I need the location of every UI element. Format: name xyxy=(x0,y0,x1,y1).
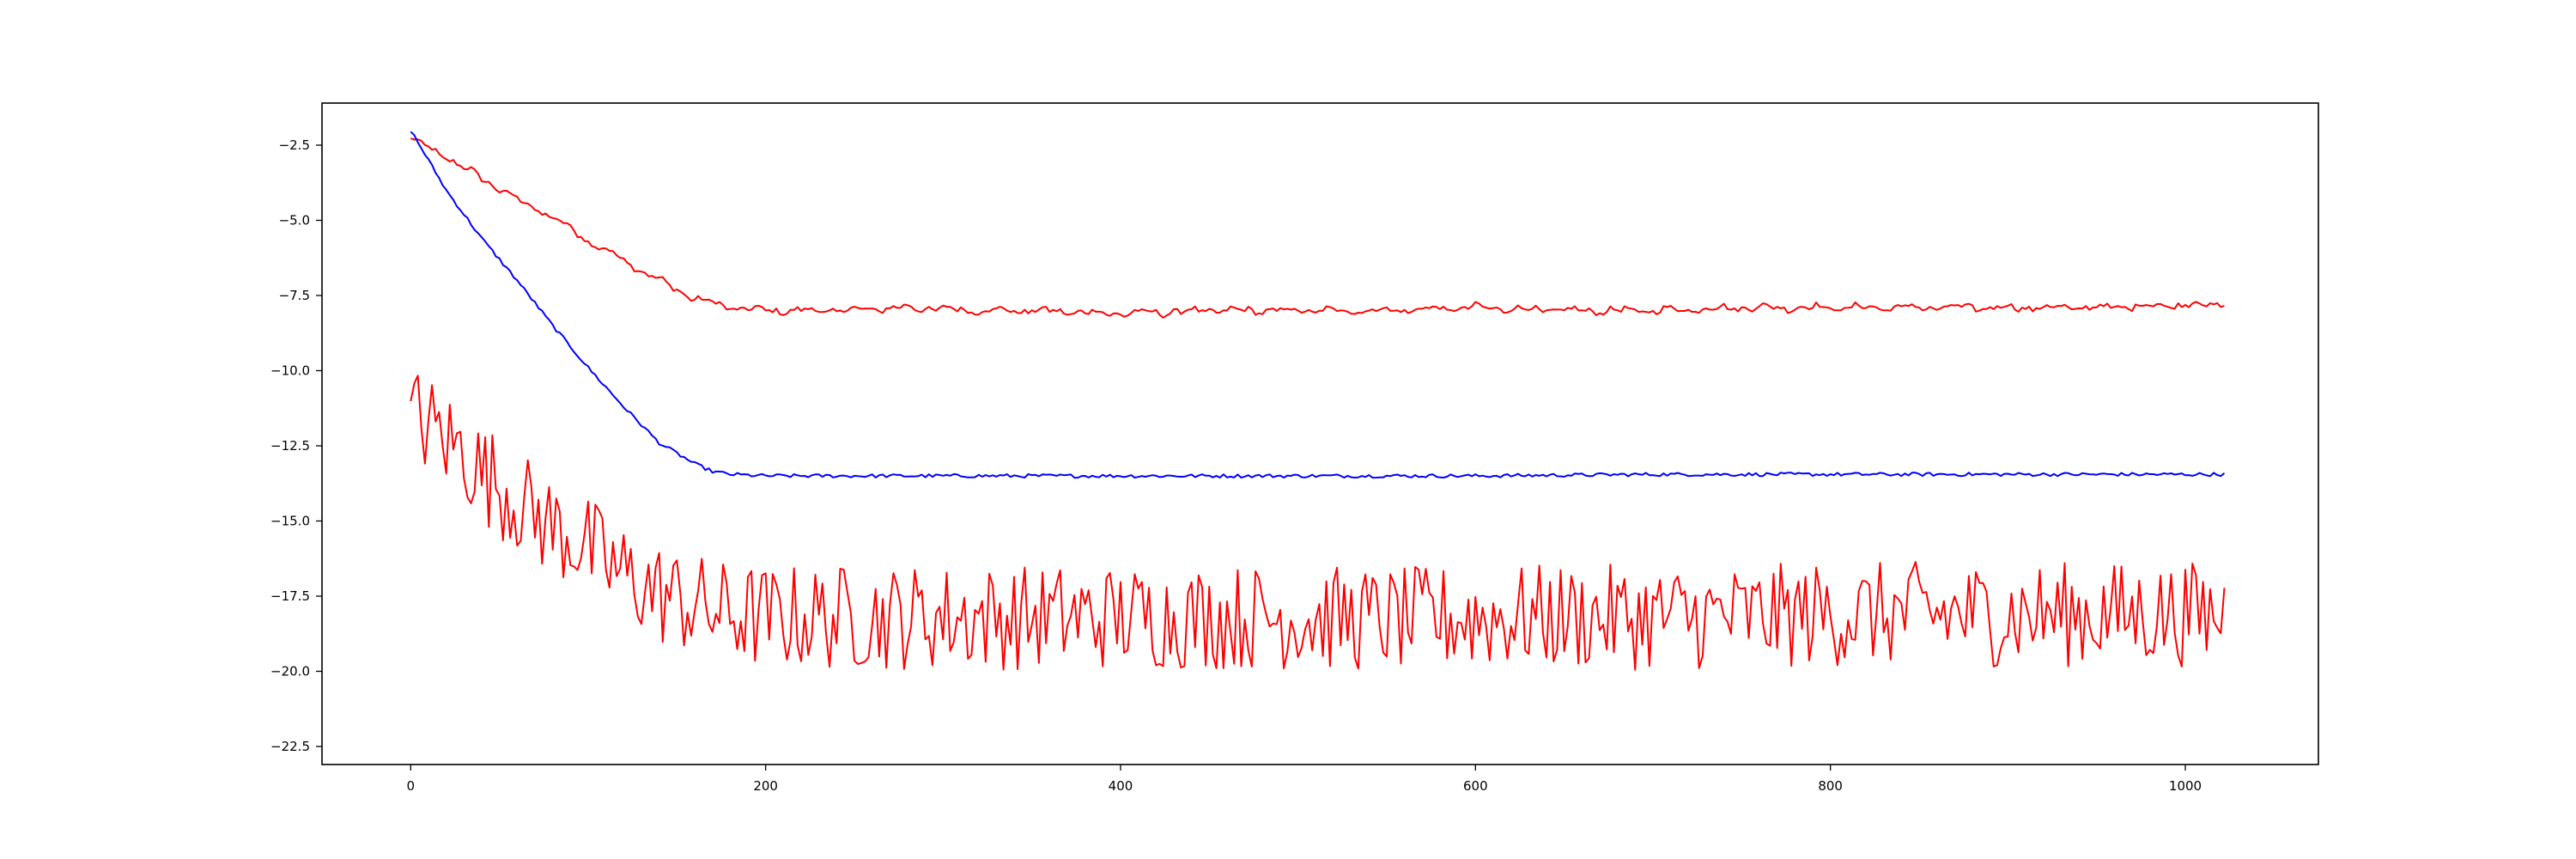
y-tick-label: −10.0 xyxy=(270,363,310,379)
y-tick-label: −12.5 xyxy=(270,438,310,454)
y-tick-label: −17.5 xyxy=(270,588,310,604)
series-line-1 xyxy=(410,137,2225,319)
x-axis: 0 200 400 600 800 1000 xyxy=(407,765,2202,794)
x-tick-label: 200 xyxy=(753,778,778,794)
x-tick-label: 1000 xyxy=(2169,778,2202,794)
x-tick-label: 400 xyxy=(1109,778,1133,794)
series-layer xyxy=(410,131,2226,671)
y-tick-label: −7.5 xyxy=(279,288,310,303)
y-tick-label: −5.0 xyxy=(279,213,310,228)
series-line-3 xyxy=(410,375,2226,671)
y-tick-label: −2.5 xyxy=(279,137,310,153)
x-tick-label: 800 xyxy=(1818,778,1843,794)
x-tick-label: 0 xyxy=(407,778,416,794)
x-tick-label: 600 xyxy=(1463,778,1488,794)
y-tick-label: −15.0 xyxy=(270,514,310,529)
y-axis: −2.5 −5.0 −7.5 −10.0 −12.5 −15.0 −17.5 −20.0 −22… xyxy=(270,137,322,754)
y-tick-label: −22.5 xyxy=(270,739,310,754)
y-tick-label: −20.0 xyxy=(270,664,310,679)
plot-frame xyxy=(321,102,2319,765)
series-line-2 xyxy=(410,131,2226,479)
